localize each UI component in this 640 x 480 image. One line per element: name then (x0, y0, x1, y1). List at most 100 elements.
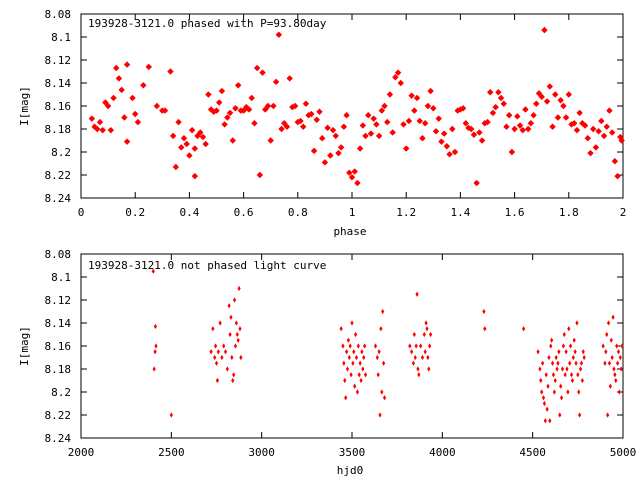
y-axis-ticks: 8.08 8.1 8.12 8.14 8.16 8.18 8.2 8.22 8.24 (45, 248, 623, 445)
data-point (348, 343, 352, 349)
data-point (423, 349, 427, 355)
data-point (213, 343, 218, 349)
data-point (562, 331, 566, 338)
data-point (603, 123, 610, 130)
data-point (615, 343, 619, 349)
data-point (197, 129, 204, 136)
data-point (88, 115, 96, 122)
data-point (508, 148, 516, 156)
data-point (473, 179, 480, 187)
data-point (365, 112, 372, 119)
data-point (549, 123, 556, 130)
x-axis-ticks: 0 0.2 0.4 0.6 0.8 1 1.2 1.4 1.6 1.8 2 (78, 14, 627, 219)
data-point (344, 349, 349, 355)
data-point (427, 366, 431, 372)
data-point (94, 125, 101, 133)
data-point (576, 372, 580, 378)
data-point (375, 132, 383, 140)
data-point (470, 131, 478, 138)
data-point (213, 107, 220, 114)
x-tick-label: 0.2 (125, 206, 145, 219)
data-point (555, 366, 559, 372)
x-tick-label: 1.6 (505, 206, 525, 219)
data-point (275, 31, 283, 38)
data-point (606, 107, 613, 114)
data-point (553, 377, 557, 384)
x-tick-label: 0.8 (288, 206, 308, 219)
data-point (332, 132, 339, 140)
data-point (495, 89, 502, 96)
data-point (516, 122, 524, 129)
data-point (382, 360, 386, 366)
data-point (361, 366, 365, 372)
data-point (527, 120, 535, 127)
data-point (183, 140, 190, 148)
data-point (432, 128, 440, 135)
data-point (571, 354, 575, 361)
data-point (522, 326, 526, 332)
data-point (343, 377, 347, 384)
data-point (363, 343, 367, 349)
x-tick-label: 2 (620, 206, 627, 219)
data-point (550, 360, 555, 366)
data-point (603, 360, 607, 366)
data-point (564, 349, 568, 355)
data-point (613, 372, 617, 378)
data-point (264, 102, 272, 110)
data-point (578, 366, 583, 372)
data-point (618, 354, 622, 361)
data-point (327, 152, 334, 159)
data-point (560, 366, 565, 372)
data-point (216, 349, 220, 355)
data-point (346, 169, 353, 176)
data-point (349, 372, 353, 378)
data-point (153, 349, 157, 355)
data-point (223, 349, 228, 355)
y-tick-label: 8.12 (45, 54, 72, 67)
data-point (606, 320, 611, 326)
data-point (574, 360, 578, 366)
data-point (359, 122, 367, 129)
data-point (161, 107, 169, 114)
data-point (547, 354, 551, 361)
x-tick-label: 1.2 (396, 206, 416, 219)
data-point (234, 320, 238, 326)
data-point (604, 349, 608, 355)
data-point (211, 326, 215, 332)
data-point (230, 354, 234, 361)
data-point (360, 349, 364, 355)
data-point (422, 331, 426, 338)
data-point (347, 354, 351, 361)
data-point (384, 118, 391, 126)
data-point (356, 145, 364, 152)
data-point (428, 331, 433, 338)
data-point (321, 159, 329, 166)
data-point (237, 285, 241, 292)
data-point (612, 366, 616, 372)
data-point (544, 372, 548, 378)
data-point (354, 179, 361, 187)
data-point (415, 291, 419, 297)
data-point (202, 140, 209, 148)
data-point (565, 366, 569, 372)
data-point (489, 109, 497, 117)
data-point (297, 117, 304, 125)
data-point (435, 115, 442, 122)
x-tick-label: 1.4 (450, 206, 470, 219)
data-point (251, 120, 258, 127)
data-point (405, 117, 413, 125)
data-point (587, 149, 594, 157)
y-tick-label: 8.22 (45, 409, 72, 422)
chart-title: 193928-3121.0 not phased light curve (88, 259, 326, 272)
data-point (341, 343, 345, 349)
data-point (134, 118, 142, 126)
y-tick-label: 8.18 (45, 363, 72, 376)
data-point (222, 343, 226, 349)
data-point (565, 91, 572, 98)
data-point (259, 69, 266, 76)
data-point (225, 366, 229, 372)
data-point (324, 124, 331, 132)
data-point (400, 121, 407, 128)
data-point (483, 326, 487, 332)
data-point (573, 349, 577, 355)
